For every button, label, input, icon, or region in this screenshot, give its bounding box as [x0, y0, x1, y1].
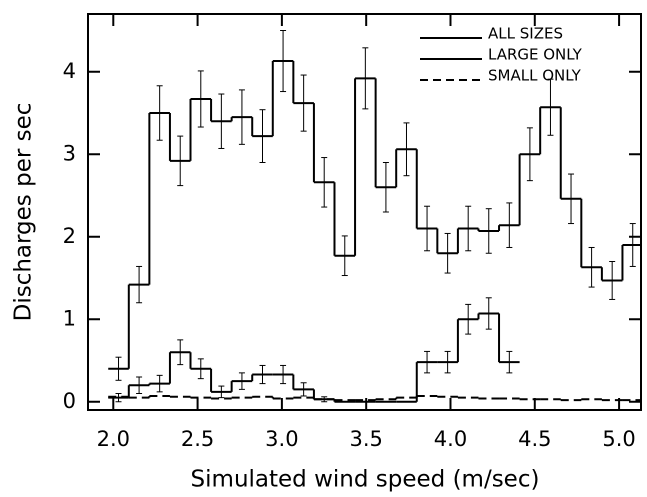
- plot-frame: [87, 13, 642, 411]
- x-tick-label: 3.5: [349, 427, 382, 451]
- x-tick-label: 2.5: [181, 427, 214, 451]
- y-tick-label: 0: [63, 389, 76, 413]
- x-tick-label: 5.0: [602, 427, 635, 451]
- x-tick-label: 3.0: [265, 427, 298, 451]
- y-tick-label: 3: [63, 141, 76, 165]
- x-axis-label: Simulated wind speed (m/sec): [191, 467, 540, 493]
- x-tick-label: 4.0: [434, 427, 467, 451]
- legend-label: ALL SIZES: [488, 25, 563, 43]
- y-tick-label: 2: [63, 224, 76, 248]
- x-tick-label: 4.5: [518, 427, 551, 451]
- legend-label: SMALL ONLY: [488, 67, 582, 85]
- y-tick-label: 1: [63, 306, 76, 330]
- y-tick-label: 4: [63, 59, 76, 83]
- legend-label: LARGE ONLY: [488, 46, 583, 64]
- x-tick-label: 2.0: [97, 427, 130, 451]
- y-axis-label: Discharges per sec: [11, 103, 37, 322]
